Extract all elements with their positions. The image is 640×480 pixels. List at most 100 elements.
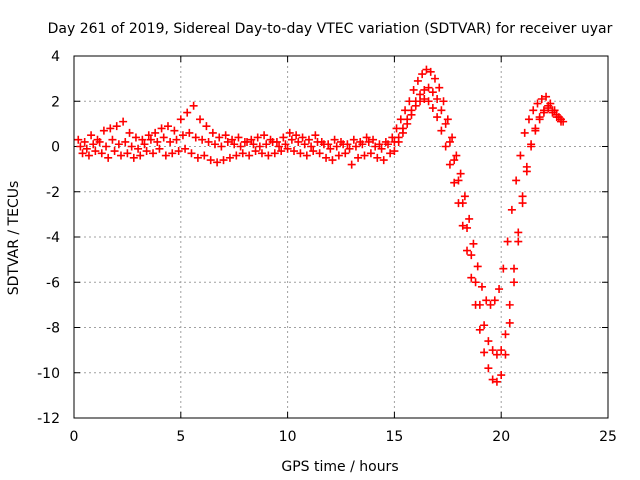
data-point bbox=[437, 126, 446, 135]
data-point bbox=[142, 147, 151, 156]
x-tick-label: 15 bbox=[385, 429, 403, 445]
data-point bbox=[102, 142, 111, 151]
plot-frame bbox=[73, 55, 609, 419]
data-point bbox=[292, 131, 301, 140]
data-point bbox=[463, 223, 472, 232]
data-point bbox=[456, 169, 465, 178]
x-tick-label: 10 bbox=[279, 429, 297, 445]
data-point bbox=[445, 160, 454, 169]
data-point bbox=[181, 144, 190, 153]
data-point bbox=[477, 282, 486, 291]
data-point bbox=[215, 133, 224, 142]
data-point bbox=[249, 140, 258, 149]
data-point bbox=[469, 239, 478, 248]
data-point bbox=[129, 153, 138, 162]
data-point bbox=[484, 364, 493, 373]
data-point bbox=[313, 137, 322, 146]
data-point bbox=[424, 97, 433, 106]
data-point bbox=[428, 104, 437, 113]
data-point bbox=[516, 151, 525, 160]
data-point bbox=[151, 128, 160, 137]
data-point bbox=[452, 151, 461, 160]
data-point bbox=[264, 151, 273, 160]
data-point bbox=[418, 70, 427, 79]
data-point bbox=[520, 128, 529, 137]
data-point bbox=[488, 346, 497, 355]
data-point bbox=[236, 142, 245, 151]
data-point bbox=[433, 113, 442, 122]
data-point bbox=[426, 67, 435, 76]
data-point bbox=[524, 115, 533, 124]
data-point bbox=[490, 296, 499, 305]
data-point bbox=[522, 167, 531, 176]
data-point bbox=[283, 144, 292, 153]
data-point bbox=[467, 251, 476, 260]
data-point bbox=[91, 147, 100, 156]
data-point bbox=[439, 97, 448, 106]
data-point bbox=[159, 133, 168, 142]
data-point bbox=[170, 126, 179, 135]
data-point bbox=[330, 135, 339, 144]
data-point bbox=[339, 140, 348, 149]
data-point bbox=[326, 144, 335, 153]
data-point bbox=[104, 153, 113, 162]
grid-lines bbox=[74, 56, 608, 418]
data-point bbox=[386, 149, 395, 158]
data-point bbox=[279, 133, 288, 142]
data-point bbox=[134, 144, 143, 153]
data-point bbox=[360, 151, 369, 160]
data-point bbox=[202, 122, 211, 131]
data-point bbox=[243, 137, 252, 146]
data-point bbox=[443, 115, 452, 124]
data-point bbox=[510, 278, 519, 287]
data-point bbox=[535, 115, 544, 124]
data-point bbox=[232, 151, 241, 160]
data-point bbox=[255, 142, 264, 151]
data-point bbox=[486, 300, 495, 309]
data-point bbox=[82, 144, 91, 153]
data-point bbox=[208, 128, 217, 137]
data-point bbox=[268, 137, 277, 146]
data-point bbox=[488, 375, 497, 384]
data-point bbox=[302, 151, 311, 160]
data-point bbox=[409, 85, 418, 94]
data-point bbox=[420, 85, 429, 94]
data-point bbox=[424, 83, 433, 92]
data-point bbox=[149, 149, 158, 158]
x-axis-label: GPS time / hours bbox=[281, 459, 398, 475]
data-point bbox=[200, 151, 209, 160]
data-point bbox=[510, 264, 519, 273]
data-point bbox=[411, 101, 420, 110]
data-point bbox=[422, 65, 431, 74]
chart-title: Day 261 of 2019, Sidereal Day-to-day VTE… bbox=[48, 21, 613, 37]
data-point bbox=[445, 137, 454, 146]
data-point bbox=[163, 122, 172, 131]
data-point bbox=[413, 76, 422, 85]
data-point bbox=[379, 156, 388, 165]
data-point bbox=[296, 149, 305, 158]
data-point bbox=[354, 153, 363, 162]
data-point bbox=[198, 135, 207, 144]
data-point bbox=[373, 153, 382, 162]
data-point bbox=[210, 140, 219, 149]
data-point bbox=[123, 149, 132, 158]
data-point bbox=[281, 140, 290, 149]
data-point bbox=[334, 151, 343, 160]
data-point bbox=[351, 142, 360, 151]
y-tick-label: 4 bbox=[51, 49, 60, 65]
data-point bbox=[364, 137, 373, 146]
data-point bbox=[557, 117, 566, 126]
data-point bbox=[97, 149, 106, 158]
data-point bbox=[514, 237, 523, 246]
data-point bbox=[277, 147, 286, 156]
data-point bbox=[473, 262, 482, 271]
axis-ticks: 0 5 10 15 20 25 -12 -10 -8 -6 -4 -2 0 2 4 bbox=[37, 49, 617, 445]
data-point bbox=[437, 106, 446, 115]
data-point bbox=[531, 126, 540, 135]
x-tick-label: 5 bbox=[176, 429, 185, 445]
data-point bbox=[206, 156, 215, 165]
data-point bbox=[95, 137, 104, 146]
data-point bbox=[358, 140, 367, 149]
y-tick-label: -6 bbox=[46, 275, 60, 291]
